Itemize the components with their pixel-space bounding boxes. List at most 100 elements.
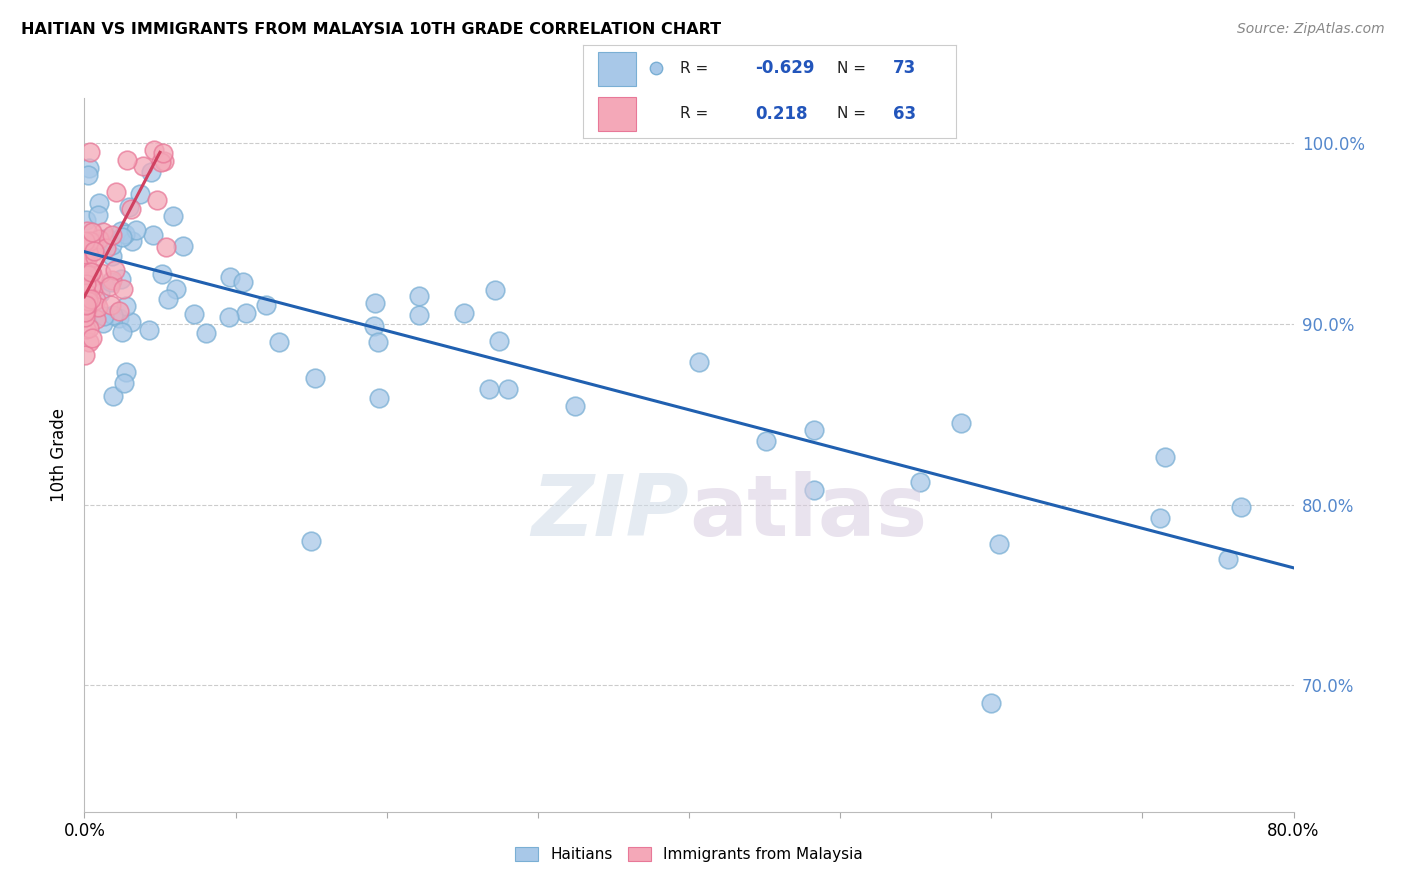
Point — [488, 334, 510, 348]
Point — [304, 370, 326, 384]
Point — [87, 208, 110, 222]
Text: 73: 73 — [893, 59, 915, 77]
Point — [84, 312, 107, 326]
Point — [267, 334, 290, 349]
Point — [299, 533, 322, 548]
Point — [82, 331, 104, 345]
Text: ZIP: ZIP — [531, 470, 689, 554]
Point — [110, 223, 132, 237]
Point — [987, 537, 1010, 551]
Point — [484, 284, 506, 298]
Point — [87, 195, 110, 210]
Point — [496, 382, 519, 396]
Point — [80, 292, 103, 306]
Point — [98, 278, 121, 293]
Point — [76, 301, 98, 316]
Point — [100, 275, 122, 289]
Point — [84, 293, 107, 308]
Point — [75, 255, 97, 269]
Point — [146, 194, 169, 208]
Point — [232, 275, 254, 289]
Point — [645, 61, 668, 75]
Point — [155, 240, 177, 254]
Point — [75, 239, 97, 253]
Point — [150, 267, 173, 281]
Point — [453, 306, 475, 320]
Point — [75, 305, 97, 319]
Text: 0.218: 0.218 — [755, 105, 807, 123]
Point — [110, 272, 132, 286]
Point — [408, 288, 430, 302]
Point — [77, 268, 100, 283]
Point — [218, 269, 240, 284]
Point — [75, 252, 97, 267]
Point — [115, 299, 138, 313]
Bar — [599, 97, 636, 131]
Point — [101, 227, 124, 242]
Point — [101, 238, 124, 252]
Text: R =: R = — [681, 106, 709, 121]
Point — [94, 241, 117, 255]
Point — [152, 146, 174, 161]
Point — [77, 168, 100, 182]
Point — [75, 277, 97, 292]
Point — [478, 382, 501, 396]
Point — [82, 236, 104, 251]
Point — [80, 226, 103, 240]
Point — [75, 247, 97, 261]
Point — [76, 286, 98, 301]
Point — [114, 227, 136, 241]
Point — [82, 282, 104, 296]
Point — [755, 434, 778, 448]
Point — [183, 307, 205, 321]
Point — [76, 224, 98, 238]
Point — [368, 391, 391, 405]
Point — [75, 252, 97, 266]
Point — [172, 238, 194, 252]
Point — [367, 334, 389, 349]
Point — [120, 202, 142, 217]
Point — [153, 153, 176, 168]
Point — [688, 355, 710, 369]
Point — [118, 200, 141, 214]
Point — [75, 213, 97, 227]
Point — [79, 234, 101, 248]
Point — [91, 317, 114, 331]
Point — [910, 475, 932, 489]
Point — [150, 154, 173, 169]
Point — [76, 251, 98, 265]
Point — [75, 285, 97, 300]
Point — [141, 165, 163, 179]
Point — [194, 326, 217, 340]
Point — [93, 310, 115, 324]
Point — [1149, 511, 1171, 525]
Point — [79, 321, 101, 335]
Point — [89, 286, 111, 301]
Point — [120, 315, 142, 329]
Text: R =: R = — [681, 61, 709, 76]
Point — [157, 293, 180, 307]
Text: atlas: atlas — [689, 470, 927, 554]
Point — [803, 483, 825, 497]
Point — [77, 335, 100, 350]
Point — [91, 225, 114, 239]
Point — [100, 272, 122, 286]
Point — [132, 159, 155, 173]
Point — [96, 231, 118, 245]
Point — [218, 310, 240, 325]
Point — [121, 234, 143, 248]
Text: -0.629: -0.629 — [755, 59, 814, 77]
Point — [76, 292, 98, 306]
Point — [1216, 551, 1239, 566]
Point — [94, 232, 117, 246]
Point — [104, 262, 127, 277]
Point — [363, 318, 385, 333]
Point — [75, 264, 97, 278]
Point — [79, 145, 101, 160]
Point — [101, 249, 124, 263]
Point — [115, 365, 138, 379]
Point — [138, 323, 160, 337]
Point — [75, 310, 97, 324]
Point — [110, 230, 132, 244]
Point — [77, 161, 100, 176]
